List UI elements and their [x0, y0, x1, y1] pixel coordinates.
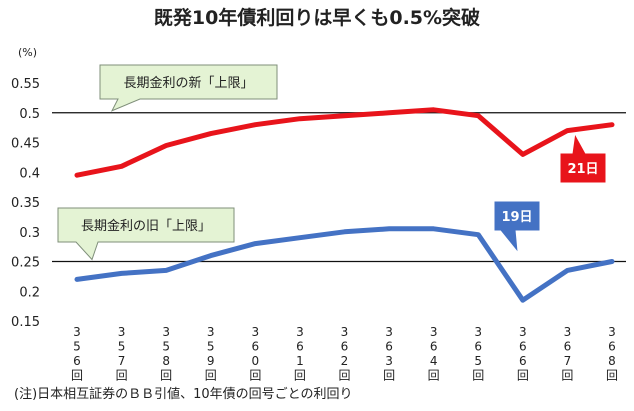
- y-axis-ticks: 0.55 0.5 0.45 0.4 0.35 0.3 0.25 0.2 0.15: [11, 77, 40, 330]
- y-tick-label: 0.3: [19, 226, 40, 241]
- y-tick-label: 0.55: [11, 77, 40, 92]
- reference-callout-box: [57, 207, 235, 261]
- y-axis-unit: (%): [18, 46, 37, 59]
- x-axis-categories: 3 5 6 回 3 5 7 回 3 5 8 回 3 5 9 回 3 6 0 回 3 6 1 回 3 6 2 回 3 6 3 回 3 6 4 回 3 6 5 回…: [71, 325, 618, 383]
- y-tick-label: 0.35: [11, 196, 40, 211]
- y-tick-label: 0.4: [19, 166, 40, 181]
- footnote: (注)日本相互証券のＢＢ引値、10年債の回号ごとの利回り: [14, 386, 353, 402]
- reference-callout-label: 長期金利の新「上限」: [123, 75, 253, 91]
- reference-lines: [52, 112, 626, 263]
- y-tick-label: 0.45: [11, 137, 40, 152]
- y-tick-label: 0.25: [11, 256, 40, 271]
- y-tick-label: 0.5: [19, 107, 40, 122]
- series-lines: [74, 107, 615, 303]
- y-tick-label: 0.15: [11, 315, 40, 330]
- y-tick-label: 0.2: [19, 285, 40, 300]
- series-tag-label: 21日: [567, 162, 598, 177]
- reference-callout-box: [99, 64, 278, 112]
- callouts: 長期金利の新「上限」長期金利の旧「上限」 21日 19日: [57, 64, 606, 261]
- series-tag-box: [494, 201, 540, 252]
- chart-title: 既発10年債利回りは早くも0.5%突破: [154, 6, 480, 29]
- series-tag-box: [560, 135, 606, 183]
- series-line-blue: [74, 226, 615, 303]
- series-tag-label: 19日: [501, 210, 532, 225]
- reference-callout-label: 長期金利の旧「上限」: [81, 218, 211, 234]
- series-line-red: [74, 107, 615, 178]
